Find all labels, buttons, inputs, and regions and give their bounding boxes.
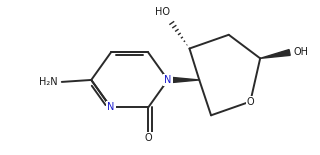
Text: HO: HO bbox=[155, 7, 170, 17]
Polygon shape bbox=[168, 77, 199, 83]
Text: O: O bbox=[144, 133, 152, 143]
Polygon shape bbox=[260, 50, 290, 58]
Text: O: O bbox=[246, 97, 254, 106]
Text: H₂N: H₂N bbox=[39, 77, 58, 87]
Text: N: N bbox=[164, 75, 172, 85]
Text: N: N bbox=[107, 102, 115, 113]
Text: OH: OH bbox=[293, 47, 308, 58]
